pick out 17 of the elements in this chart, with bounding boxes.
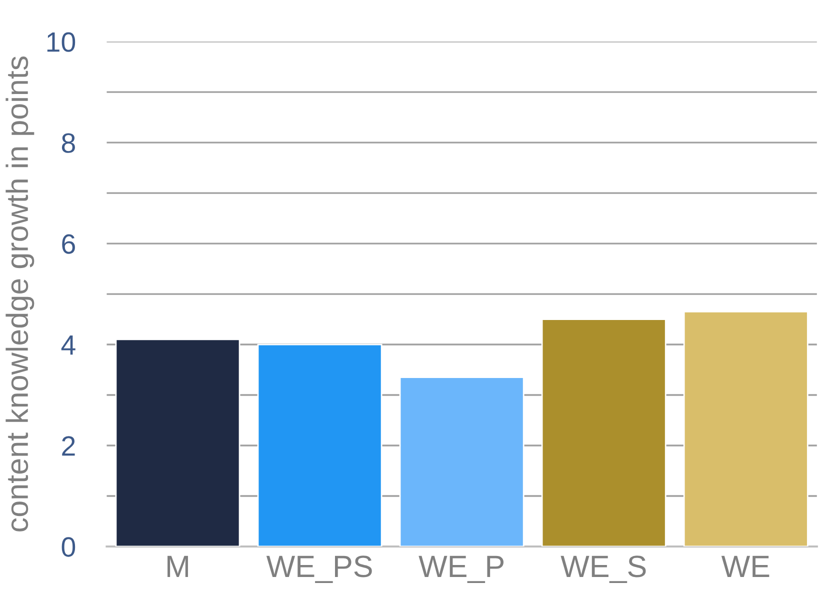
x-tick-label: WE_S <box>560 556 646 584</box>
y-tick-label: 10 <box>47 32 76 52</box>
y-tick-label: 0 <box>62 537 76 557</box>
x-tick-label: WE_P <box>418 556 504 584</box>
y-axis-title: content knowledge growth in points <box>6 56 34 532</box>
bar <box>399 376 524 546</box>
x-tick-label: M <box>168 556 188 577</box>
bar <box>115 338 240 546</box>
bar <box>683 311 808 546</box>
x-tick-label: WE_PS <box>266 556 372 584</box>
y-tick-label: 2 <box>62 436 75 456</box>
bar <box>541 318 666 546</box>
y-tick-label: 4 <box>61 335 76 355</box>
y-tick-label: 6 <box>62 234 75 254</box>
x-tick-label: WE <box>721 556 770 577</box>
y-tick-label: 8 <box>62 133 75 153</box>
bar <box>257 344 382 546</box>
